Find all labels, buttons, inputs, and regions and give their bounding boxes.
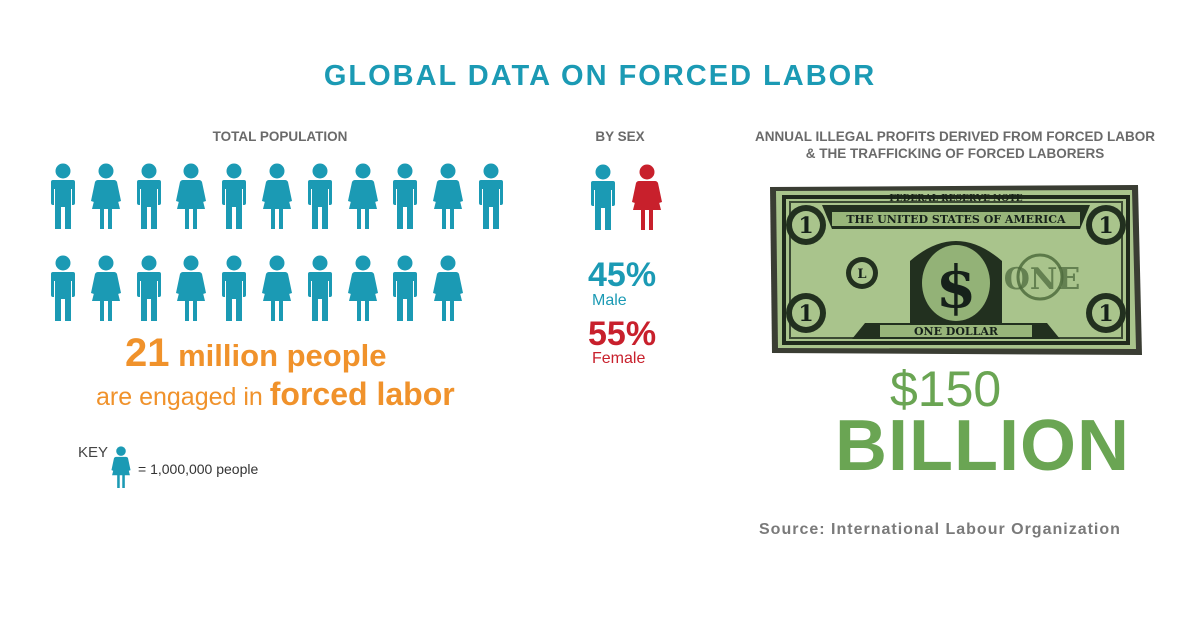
dollar-bill-illustration: FEDERAL RESERVE NOTE THE UNITED STATES O… bbox=[770, 185, 1142, 362]
bill-bottom-text: ONE DOLLAR bbox=[914, 325, 999, 338]
profits-heading-line2: & THE TRAFFICKING OF FORCED LABORERS bbox=[805, 146, 1105, 161]
female-label: Female bbox=[592, 350, 646, 367]
headline-subline: are engaged in forced labor bbox=[96, 376, 455, 413]
bill-banner: THE UNITED STATES OF AMERICA bbox=[846, 213, 1066, 226]
male-person-icon bbox=[393, 163, 418, 229]
male-label: Male bbox=[592, 292, 627, 309]
male-person-icon bbox=[136, 163, 161, 229]
page-title: GLOBAL DATA ON FORCED LABOR bbox=[323, 60, 877, 92]
people-grid bbox=[46, 162, 516, 327]
headline-unit: million people bbox=[169, 338, 387, 373]
female-person-icon bbox=[176, 255, 207, 321]
male-person-icon bbox=[393, 255, 418, 321]
female-person-icon bbox=[90, 255, 121, 321]
subline-bold: forced labor bbox=[269, 376, 455, 412]
male-person-icon bbox=[222, 163, 247, 229]
male-person-icon bbox=[479, 163, 503, 229]
headline-people: 21 million people bbox=[125, 331, 387, 376]
female-person-icon bbox=[262, 163, 292, 229]
bill-top-text: FEDERAL RESERVE NOTE bbox=[889, 194, 1022, 204]
bill-dollar-sign: $ bbox=[936, 253, 976, 321]
profits-heading-line1: ANNUAL ILLEGAL PROFITS DERIVED FROM FORC… bbox=[754, 129, 1155, 144]
headline-number: 21 bbox=[125, 331, 170, 375]
subline-pre: are engaged in bbox=[96, 383, 270, 411]
key-text: = 1,000,000 people bbox=[138, 461, 259, 477]
female-person-icon bbox=[262, 255, 292, 321]
male-person-icon bbox=[51, 255, 75, 321]
total-population-heading: TOTAL POPULATION bbox=[212, 129, 348, 144]
female-person-icon bbox=[433, 163, 464, 229]
bill-corner-tl: 1 bbox=[798, 213, 813, 239]
male-person-icon bbox=[307, 163, 332, 229]
bill-corner-bl: 1 bbox=[798, 301, 813, 327]
female-person-icon bbox=[347, 163, 378, 229]
male-percentage: 45% bbox=[588, 256, 657, 294]
profits-heading: ANNUAL ILLEGAL PROFITS DERIVED FROM FORC… bbox=[740, 128, 1170, 162]
source-credit: Source: International Labour Organizatio… bbox=[759, 521, 1121, 538]
bill-one-word: ONE bbox=[1004, 262, 1080, 297]
bill-corner-br: 1 bbox=[1098, 301, 1113, 327]
male-person-icon bbox=[586, 163, 620, 236]
profit-amount: $150 bbox=[890, 361, 1002, 417]
male-person-icon bbox=[136, 255, 161, 321]
key-person-icon bbox=[110, 446, 132, 493]
male-person-icon bbox=[307, 255, 332, 321]
bill-seal-letter: L bbox=[857, 267, 866, 282]
male-person-icon bbox=[51, 163, 75, 229]
bill-corner-tr: 1 bbox=[1098, 213, 1113, 239]
male-person-icon bbox=[222, 255, 247, 321]
female-percentage: 55% bbox=[588, 315, 657, 353]
female-person-icon bbox=[176, 163, 207, 229]
female-person-icon bbox=[433, 255, 464, 321]
key-label: KEY bbox=[78, 444, 109, 461]
female-person-icon bbox=[90, 163, 121, 229]
female-person-icon bbox=[630, 163, 664, 236]
female-person-icon bbox=[347, 255, 378, 321]
by-sex-heading: BY SEX bbox=[595, 129, 645, 144]
profit-unit: BILLION bbox=[835, 406, 1130, 486]
